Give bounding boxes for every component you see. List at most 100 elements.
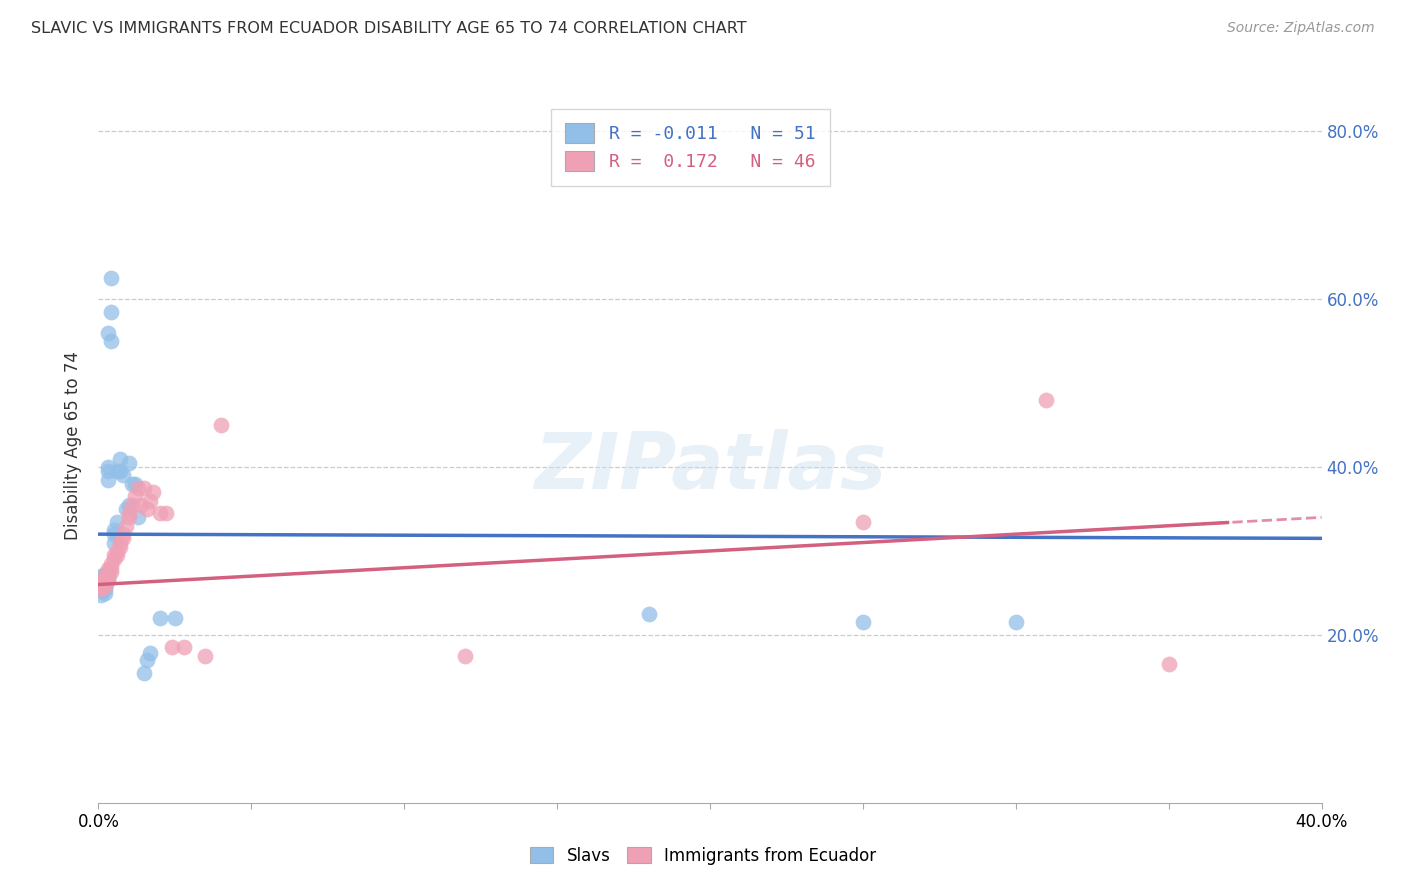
Point [129,498,152,512]
Point [139,646,162,660]
Point [108,451,131,466]
Point [93,571,115,585]
Point [93,574,115,588]
Point [89,582,111,596]
Point [103,552,125,566]
Point [90,579,112,593]
Point [105,515,128,529]
Point [93,574,115,588]
Point [90,575,112,590]
Point [97,562,120,576]
Point [90,584,112,599]
Point [93,582,115,596]
Point [97,464,120,478]
Point [134,665,156,680]
Point [136,653,159,667]
Point [93,579,115,593]
Point [134,481,156,495]
Point [90,579,112,593]
Point [93,574,115,588]
Point [111,527,134,541]
Point [93,567,115,582]
Point [121,498,143,512]
Point [111,532,134,546]
Point [89,575,111,590]
Point [118,498,141,512]
Point [89,577,111,591]
Point [121,476,143,491]
Point [454,648,477,663]
Point [108,535,131,549]
Point [97,565,120,579]
Text: SLAVIC VS IMMIGRANTS FROM ECUADOR DISABILITY AGE 65 TO 74 CORRELATION CHART: SLAVIC VS IMMIGRANTS FROM ECUADOR DISABI… [31,21,747,36]
Point [105,464,128,478]
Legend: R = -0.011   N = 51, R =  0.172   N = 46: R = -0.011 N = 51, R = 0.172 N = 46 [551,109,830,186]
Point [90,577,112,591]
Point [194,648,217,663]
Point [93,569,115,583]
Point [100,271,122,285]
Point [103,527,125,541]
Point [1157,657,1180,672]
Point [97,567,120,582]
Point [115,502,138,516]
Point [149,611,172,625]
Point [108,540,131,554]
Point [100,557,122,571]
Legend: Slavs, Immigrants from Ecuador: Slavs, Immigrants from Ecuador [522,838,884,873]
Point [118,510,141,524]
Point [173,640,195,655]
Point [93,586,115,600]
Point [93,579,115,593]
Point [90,582,112,596]
Point [105,548,128,562]
Point [127,510,149,524]
Point [118,506,141,520]
Point [1035,392,1057,407]
Point [103,535,125,549]
Point [97,460,120,475]
Point [97,569,120,583]
Point [100,560,122,574]
Point [105,544,128,558]
Point [209,417,232,432]
Point [90,569,112,583]
Point [115,518,138,533]
Point [163,611,186,625]
Point [97,473,120,487]
Point [142,485,165,500]
Point [160,640,183,655]
Point [97,326,120,340]
Text: ZIPatlas: ZIPatlas [534,429,886,506]
Point [89,577,111,591]
Point [90,588,112,602]
Point [124,489,146,503]
Point [90,571,112,585]
Point [93,579,115,593]
Point [93,577,115,591]
Point [118,456,141,470]
Point [1004,615,1026,630]
Point [90,575,112,590]
Y-axis label: Disability Age 65 to 74: Disability Age 65 to 74 [65,351,83,541]
Point [149,506,172,520]
Point [103,523,125,537]
Point [100,304,122,318]
Point [136,502,159,516]
Point [852,515,875,529]
Point [93,575,115,590]
Point [97,571,120,585]
Point [108,464,131,478]
Point [111,468,134,483]
Point [90,579,112,593]
Point [90,574,112,588]
Point [155,506,177,520]
Text: Source: ZipAtlas.com: Source: ZipAtlas.com [1227,21,1375,35]
Point [139,493,162,508]
Point [97,574,120,588]
Point [127,481,149,495]
Point [90,574,112,588]
Point [124,476,146,491]
Point [100,565,122,579]
Point [637,607,661,621]
